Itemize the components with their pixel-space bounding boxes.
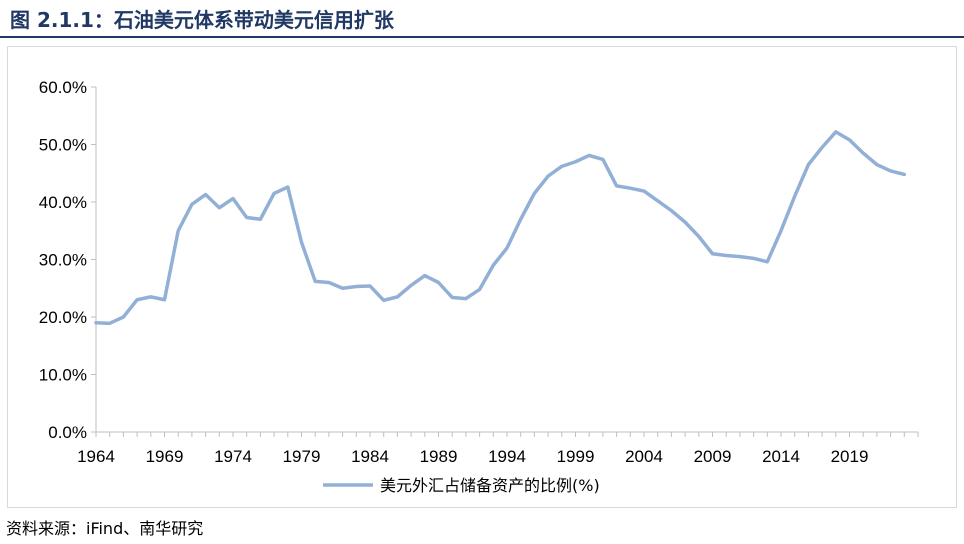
y-tick-label: 60.0% <box>39 78 87 97</box>
source-note: 资料来源：iFind、南华研究 <box>6 519 204 538</box>
y-tick-label: 0.0% <box>48 423 87 442</box>
x-tick-label: 2014 <box>762 447 800 466</box>
y-tick-label: 30.0% <box>39 251 87 270</box>
y-tick-label: 20.0% <box>39 308 87 327</box>
chart-area: 0.0% 10.0% 20.0% 30.0% 40.0% 50.0% 60.0% 1964 19… <box>7 46 957 508</box>
y-tick-label: 10.0% <box>39 366 87 385</box>
y-tick-label: 50.0% <box>39 136 87 155</box>
x-tick-label: 2019 <box>831 447 869 466</box>
series-line <box>94 130 907 326</box>
x-tick-label: 1999 <box>557 447 595 466</box>
x-tick-label: 1964 <box>77 447 115 466</box>
x-tick-label: 2004 <box>625 447 663 466</box>
legend-label: 美元外汇占储备资产的比例(%) <box>380 476 600 495</box>
x-tick-label: 1979 <box>283 447 321 466</box>
line-chart: 0.0% 10.0% 20.0% 30.0% 40.0% 50.0% 60.0% 1964 19… <box>39 78 919 495</box>
title-divider <box>0 36 964 38</box>
x-tick-label: 1969 <box>146 447 184 466</box>
x-tick-label: 1984 <box>351 447 389 466</box>
x-tick-label: 2009 <box>694 447 732 466</box>
y-tick-label: 40.0% <box>39 193 87 212</box>
x-tick-label: 1989 <box>420 447 458 466</box>
x-tick-label: 1994 <box>488 447 526 466</box>
figure-title: 图 2.1.1：石油美元体系带动美元信用扩张 <box>10 8 394 32</box>
x-tick-label: 1974 <box>214 447 252 466</box>
